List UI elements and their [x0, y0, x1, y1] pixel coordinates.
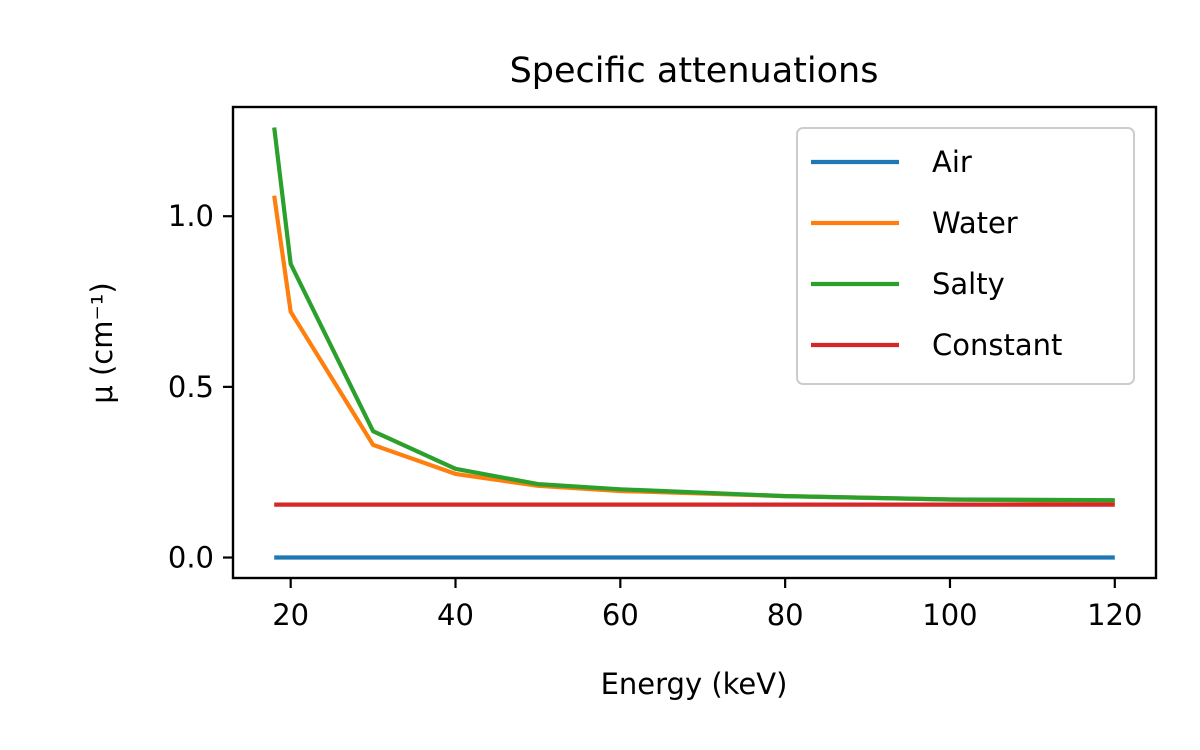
x-tick-label: 100 — [922, 598, 977, 632]
legend-label-constant: Constant — [932, 328, 1062, 362]
legend-label-water: Water — [932, 206, 1018, 240]
x-tick-label: 20 — [272, 598, 309, 632]
y-tick-label: 1.0 — [168, 199, 214, 233]
legend: Air Water Salty Constant — [796, 127, 1135, 385]
chart-title: Specific attenuations — [510, 51, 879, 91]
y-axis-label: μ (cm⁻¹) — [85, 282, 119, 403]
x-tick-label: 120 — [1087, 598, 1142, 632]
x-tick-label: 40 — [437, 598, 474, 632]
x-axis-ticks: 20 40 60 80 100 120 — [272, 578, 1142, 632]
x-tick-label: 60 — [602, 598, 639, 632]
legend-label-air: Air — [932, 145, 972, 179]
legend-box — [796, 127, 1135, 385]
plot-frame — [231, 105, 1158, 580]
plot-lines — [272, 127, 1115, 560]
legend-label-salty: Salty — [932, 267, 1005, 301]
x-tick-label: 80 — [767, 598, 804, 632]
series-line-salty — [272, 127, 1115, 503]
y-tick-label: 0.0 — [168, 541, 214, 575]
y-tick-label: 0.5 — [168, 370, 214, 404]
y-axis-ticks: 0.0 0.5 1.0 — [168, 199, 233, 575]
x-axis-label: Energy (keV) — [601, 667, 788, 701]
